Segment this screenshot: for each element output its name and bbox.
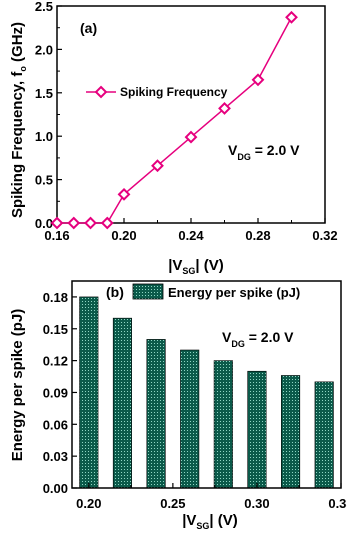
chart-a: 0.16 0.20 0.24 0.28 0.32 0.0 0.5 1.0 1.5 2.0 2.5 (…	[9, 0, 338, 276]
chart-b-bar	[281, 375, 301, 489]
chart-b-annotation-rest: = 2.0 V	[245, 329, 294, 345]
chart-b-x-axis-label: |VSG| (V)	[182, 512, 238, 531]
chart-b-y-tick-label: 0.15	[43, 322, 68, 337]
chart-b-x-tick-label: 0.35	[328, 496, 347, 511]
chart-a-x-axis-label: |VSG| (V)	[168, 257, 224, 276]
chart-b-legend: Energy per spike (pJ)	[132, 283, 300, 300]
chart-a-data-point	[117, 187, 131, 201]
chart-b-xlabel-main: |V	[182, 512, 196, 529]
chart-b-plot-frame	[71, 280, 342, 489]
chart-b-y-tick-label: 0.12	[43, 354, 68, 369]
chart-a-y-tick-label: 2.5	[35, 0, 53, 14]
chart-a-y-tick-label: 0.0	[35, 216, 53, 231]
chart-a-data-point	[84, 216, 97, 230]
chart-b-annotation: VDG = 2.0 V	[222, 329, 294, 349]
chart-a-data-point	[218, 102, 231, 115]
chart-b-x-tick-label: 0.20	[76, 496, 101, 511]
chart-b-panel-label: (b)	[106, 284, 124, 300]
chart-a-y-tick-label: 0.5	[35, 173, 53, 188]
chart-a-data-point	[151, 159, 164, 173]
chart-a-xlabel-sub: SG	[182, 266, 195, 276]
chart-a-annotation-rest: = 2.0 V	[251, 142, 300, 158]
chart-b-annotation-sub: DG	[231, 339, 245, 349]
chart-a-ticks: 0.16 0.20 0.24 0.28 0.32 0.0 0.5 1.0 1.5 2.0 2.5	[35, 0, 338, 243]
chart-a-y-axis-label: Spiking Frequency, fo (GHz)	[9, 22, 28, 218]
chart-b-x-tick-label: 0.25	[160, 496, 185, 511]
chart-a-y-tick-label: 2.0	[35, 42, 53, 57]
chart-b-ticks: 0.20 0.25 0.30 0.35 0.00 0.03 0.06 0.09 0.12 0.15…	[43, 290, 347, 511]
chart-b-bar	[146, 339, 166, 489]
chart-a-series-path	[57, 16, 293, 224]
chart-a-x-tick-label: 0.16	[44, 228, 69, 243]
chart-b-bar	[112, 317, 132, 489]
chart-b-y-tick-label: 0.18	[43, 290, 68, 305]
chart-b-bars	[79, 296, 334, 489]
chart-a-data-point	[50, 216, 64, 230]
chart-a-y-tick-label: 1.5	[35, 86, 53, 101]
chart-b-bar	[213, 360, 233, 489]
chart-b-legend-label: Energy per spike (pJ)	[168, 285, 300, 300]
chart-b-xlabel-rest: | (V)	[209, 512, 237, 529]
chart-b-x-tick-label: 0.30	[244, 496, 269, 511]
chart-a-data-point	[67, 216, 81, 230]
chart-a-data-point	[285, 10, 298, 24]
chart-b-y-tick-label: 0.00	[43, 481, 68, 496]
chart-b-bar	[247, 370, 267, 489]
chart-a-annotation-main: V	[228, 142, 238, 158]
chart-a-legend-marker	[94, 85, 108, 99]
chart-a-data-point	[100, 216, 114, 230]
chart-a-xlabel-main: |V	[168, 257, 182, 274]
chart-a-data-point	[251, 73, 265, 87]
chart-a-panel-label: (a)	[80, 20, 97, 36]
chart-a-x-tick-label: 0.24	[178, 228, 204, 243]
chart-b-legend-swatch	[132, 283, 164, 300]
chart-a-ylabel-unit: (GHz)	[9, 22, 26, 66]
chart-a-series-line	[57, 16, 293, 224]
chart-a-ylabel-main: Spiking Frequency, f	[9, 71, 26, 218]
chart-b-xlabel-sub: SG	[196, 521, 209, 531]
chart-b-bar	[314, 381, 334, 489]
chart-a-x-tick-label: 0.32	[312, 228, 337, 243]
chart-a-plot-frame	[56, 5, 326, 224]
chart-b-y-tick-label: 0.09	[43, 385, 68, 400]
chart-a-points	[50, 10, 298, 230]
chart-a-xlabel-rest: | (V)	[195, 257, 223, 274]
chart-b-y-tick-label: 0.06	[43, 417, 68, 432]
chart-b-y-tick-label: 0.03	[43, 449, 68, 464]
chart-a-legend-label: Spiking Frequency	[120, 85, 228, 99]
chart-b-y-axis-label: Energy per spike (pJ)	[9, 309, 26, 462]
chart-a-legend: Spiking Frequency	[86, 85, 228, 99]
chart-b: 0.20 0.25 0.30 0.35 0.00 0.03 0.06 0.09 0.12 0.15…	[9, 280, 347, 531]
chart-a-annotation: VDG = 2.0 V	[228, 142, 300, 162]
chart-a-x-tick-label: 0.20	[111, 228, 136, 243]
chart-b-bar	[79, 296, 99, 489]
chart-b-bar	[180, 349, 200, 489]
chart-a-x-tick-label: 0.28	[245, 228, 270, 243]
chart-a-ylabel-sub: o	[18, 66, 28, 72]
chart-b-annotation-main: V	[222, 329, 232, 345]
chart-a-annotation-sub: DG	[237, 152, 251, 162]
chart-a-y-tick-label: 1.0	[35, 129, 53, 144]
chart-a-data-point	[184, 130, 198, 144]
